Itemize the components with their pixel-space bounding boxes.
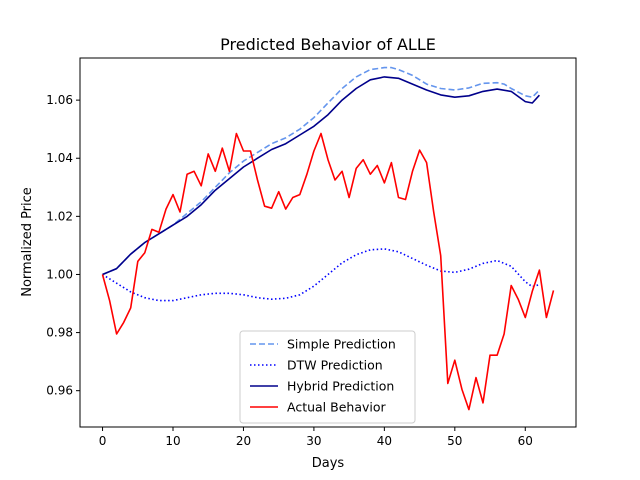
y-tick-label: 1.04 (46, 151, 73, 165)
x-tick-label: 50 (447, 434, 462, 448)
x-tick-label: 0 (99, 434, 107, 448)
legend-label-2: DTW Prediction (287, 358, 383, 373)
legend-label-4: Actual Behavior (287, 400, 386, 415)
x-tick-label: 30 (306, 434, 321, 448)
y-tick-label: 1.06 (46, 93, 73, 107)
series-line-1 (102, 66, 540, 276)
legend: Simple Prediction DTW Prediction Hybrid Pr… (239, 330, 416, 424)
series-line-4 (101, 132, 555, 411)
x-tick-label: 60 (518, 434, 533, 448)
x-tick-label: 40 (377, 434, 392, 448)
chart-title: Predicted Behavior of ALLE (220, 35, 436, 54)
legend-label-1: Simple Prediction (287, 337, 396, 352)
series-layer (101, 66, 555, 411)
y-tick-label: 0.96 (46, 384, 73, 398)
series-line-3 (102, 76, 540, 276)
legend-box (239, 330, 416, 424)
series-line-2 (102, 248, 540, 302)
x-tick-label: 10 (165, 434, 180, 448)
y-tick-label: 1.00 (46, 267, 73, 281)
legend-label-3: Hybrid Prediction (287, 379, 394, 394)
axes-layer: 0 10 20 30 40 50 60 0.96 0.98 1.00 1.02 1.04 1.06 (46, 93, 533, 448)
x-axis-label: Days (312, 456, 345, 471)
plot-frame (79, 57, 577, 428)
y-axis-label: Normalized Price (20, 187, 35, 297)
y-tick-label: 0.98 (46, 326, 73, 340)
x-tick-label: 20 (236, 434, 251, 448)
y-tick-label: 1.02 (46, 209, 73, 223)
